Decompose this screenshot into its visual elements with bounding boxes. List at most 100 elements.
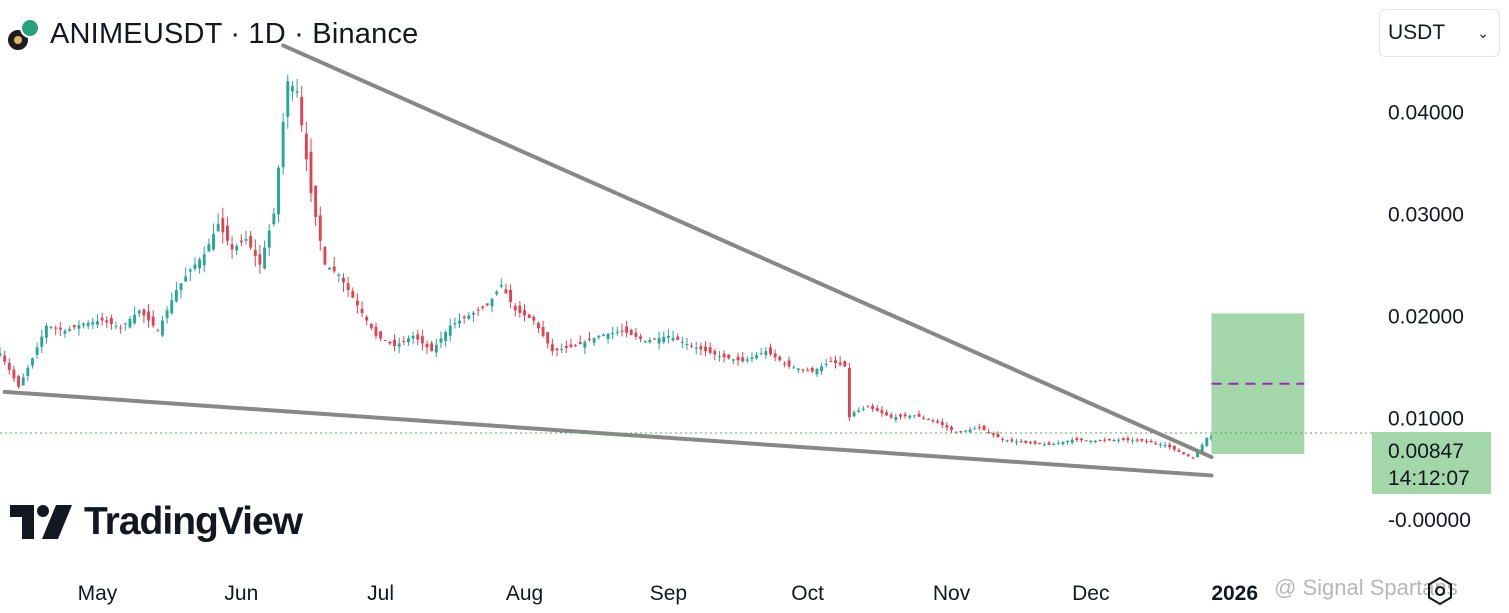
candle-body — [332, 266, 336, 272]
candle-body — [54, 327, 58, 329]
candle-body — [615, 331, 619, 333]
candle-body — [68, 328, 72, 331]
candle-body — [926, 419, 930, 421]
settings-icon[interactable] — [1425, 576, 1455, 606]
candle-body — [453, 323, 457, 325]
candle-body — [1126, 438, 1130, 441]
candle-body — [226, 225, 229, 241]
candle-body — [290, 86, 294, 92]
candle-body — [346, 283, 350, 290]
candle-body — [123, 323, 127, 325]
candle-body — [105, 320, 109, 323]
candle-body — [852, 412, 856, 417]
candle-body — [611, 332, 615, 335]
candle-body — [212, 233, 215, 250]
currency-select-value: USDT — [1388, 21, 1446, 44]
candle-body — [597, 335, 601, 338]
candle-body — [620, 330, 624, 332]
candle-body — [365, 316, 369, 321]
candle-body — [351, 291, 355, 298]
candle-body — [894, 416, 898, 420]
candle-body — [718, 356, 721, 358]
candle-body — [481, 306, 485, 308]
candle-body — [1084, 440, 1088, 442]
candle-body — [523, 310, 526, 316]
candle-body — [513, 305, 517, 311]
candle-body — [1033, 441, 1037, 444]
candle-body — [560, 349, 564, 351]
candle-body — [21, 377, 25, 386]
candle-body — [207, 244, 211, 252]
candle-body — [866, 406, 870, 408]
candle-body — [416, 334, 420, 340]
candle-body — [179, 283, 183, 291]
candle-body — [499, 284, 503, 287]
currency-select[interactable]: USDT ⌄ — [1379, 9, 1500, 57]
candle-body — [504, 289, 508, 294]
candle-body — [755, 355, 759, 359]
watermark: @ Signal Spartans — [1274, 575, 1458, 600]
candle-body — [430, 343, 434, 352]
trendline — [2, 389, 1214, 478]
candle-body — [3, 355, 7, 362]
candle-body — [397, 343, 401, 347]
candle-body — [555, 348, 559, 351]
time-tick-label: Nov — [933, 582, 971, 605]
candle-body — [708, 347, 712, 353]
tradingview-logo[interactable]: TradingView — [10, 500, 303, 544]
candle-body — [769, 347, 772, 355]
candle-body — [58, 327, 62, 330]
candle-body — [174, 290, 178, 302]
candle-body — [546, 332, 550, 344]
candle-body — [253, 250, 257, 257]
candle-body — [63, 330, 67, 334]
candle-body — [1080, 438, 1083, 441]
candle-body — [750, 357, 754, 359]
candle-body — [940, 421, 944, 425]
candle-body — [996, 434, 1000, 438]
candle-body — [578, 342, 582, 344]
candle-body — [982, 425, 986, 430]
candle-body — [1191, 457, 1195, 459]
candle-body — [458, 320, 461, 324]
candle-body — [258, 254, 262, 265]
candle-body — [950, 426, 953, 431]
candle-body — [188, 269, 192, 272]
candle-body — [964, 430, 967, 432]
candle-body — [300, 96, 304, 126]
candle-body — [239, 240, 243, 243]
trendline — [281, 43, 1214, 460]
candle-body — [1005, 440, 1009, 442]
candle-body — [1019, 441, 1023, 443]
candle-body — [694, 347, 698, 349]
candle-body — [434, 344, 438, 353]
candle-body — [402, 340, 406, 342]
candle-body — [467, 315, 471, 319]
candle-body — [318, 215, 322, 241]
candle-body — [569, 344, 573, 348]
candle-body — [936, 421, 940, 423]
candle-body — [184, 276, 188, 282]
candle-body — [263, 247, 267, 269]
candle-body — [309, 151, 313, 194]
candle-body — [857, 410, 861, 413]
candle-body — [462, 316, 466, 319]
candle-body — [420, 336, 424, 344]
candle-body — [727, 354, 731, 359]
candle-body — [100, 317, 104, 321]
candle-body — [736, 356, 740, 361]
candle-body — [871, 405, 875, 410]
candle-body — [824, 363, 828, 365]
candle-body — [411, 335, 415, 339]
candle-body — [885, 412, 888, 416]
candle-body — [518, 305, 522, 313]
candle-body — [1089, 440, 1093, 443]
candle-body — [495, 291, 499, 295]
candle-body — [564, 345, 568, 349]
candle-body — [72, 325, 76, 328]
candle-body — [820, 366, 824, 372]
candle-body — [1154, 443, 1158, 445]
candle-body — [1196, 451, 1199, 458]
bar-countdown: 14:12:07 — [1388, 467, 1470, 490]
